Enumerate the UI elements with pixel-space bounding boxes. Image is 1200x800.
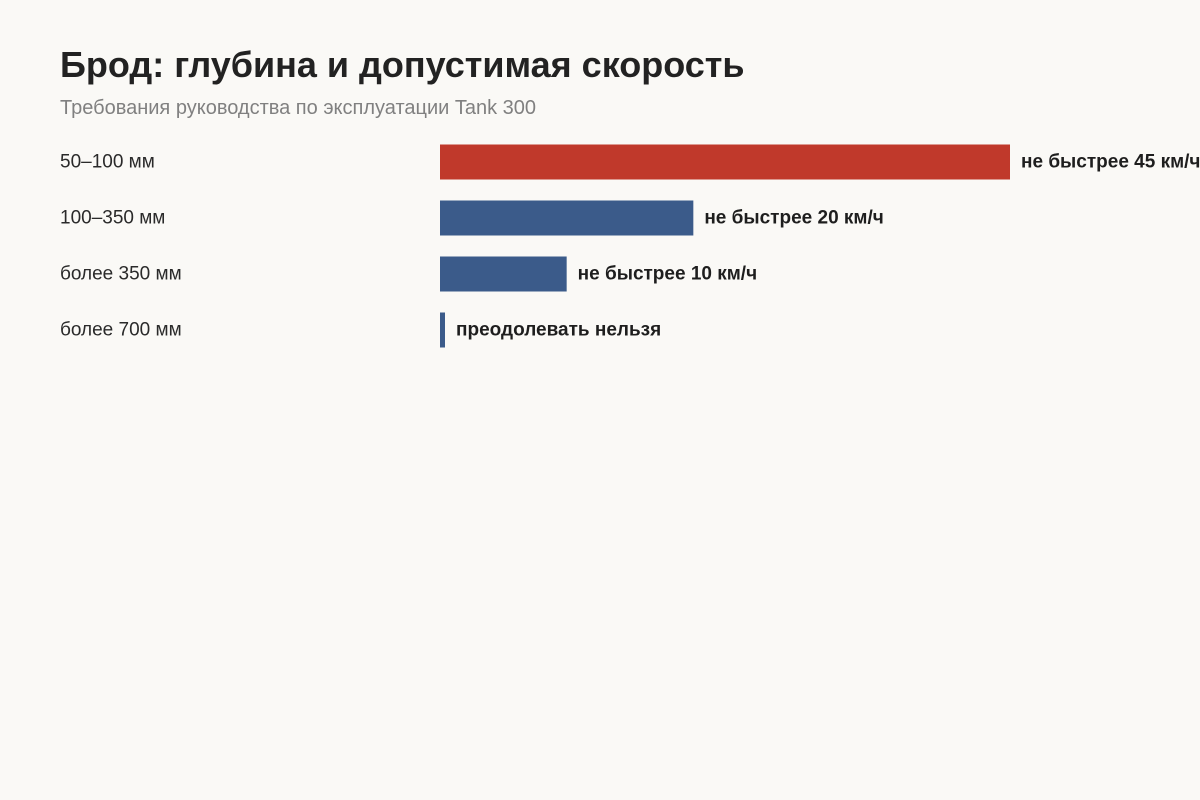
category-label: 50–100 мм xyxy=(60,152,155,173)
chart-subtitle: Требования руководства по эксплуатации T… xyxy=(60,97,537,119)
bar xyxy=(440,200,694,236)
chart-title: Брод: глубина и допустимая скорость xyxy=(60,44,745,85)
data-label: не быстрее 45 км/ч xyxy=(1021,152,1200,173)
data-label: не быстрее 10 км/ч xyxy=(578,264,757,285)
data-label: не быстрее 20 км/ч xyxy=(704,208,883,229)
category-label: более 700 мм xyxy=(60,320,182,341)
bar xyxy=(440,256,567,292)
category-label: 100–350 мм xyxy=(60,208,165,229)
bar xyxy=(440,312,445,348)
category-label: более 350 мм xyxy=(60,264,182,285)
bar xyxy=(440,144,1010,180)
data-label: преодолевать нельзя xyxy=(456,320,661,341)
